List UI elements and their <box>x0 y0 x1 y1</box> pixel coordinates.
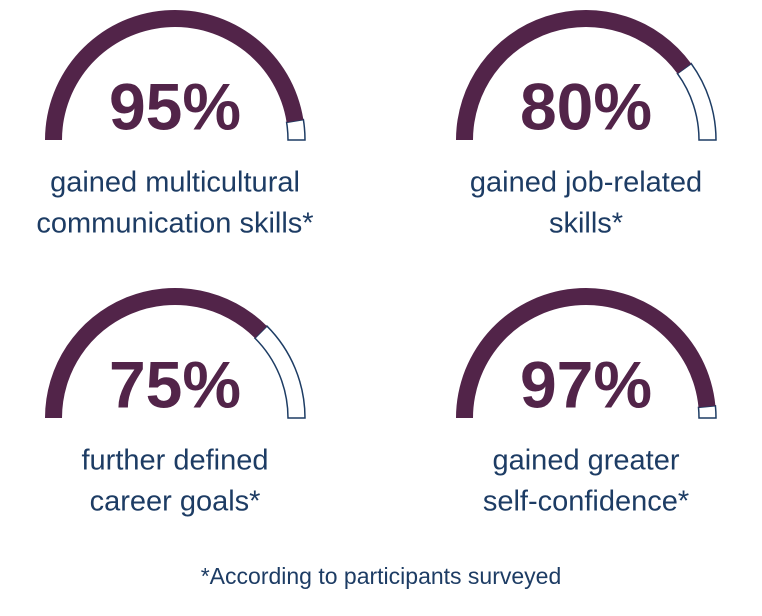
gauge-caption: self-confidence* <box>483 486 689 518</box>
gauge-value: 97% <box>520 347 652 421</box>
gauge-fill <box>456 10 692 141</box>
gauge-fill <box>45 10 304 140</box>
gauge-caption: gained multicultural <box>50 167 300 199</box>
gauge-caption: communication skills* <box>36 208 313 240</box>
gauge-caption: gained job-related <box>470 167 702 199</box>
gauge-track <box>676 62 717 141</box>
gauge-track <box>697 404 717 419</box>
gauge-caption: gained greater <box>492 445 679 477</box>
footnote: *According to participants surveyed <box>201 563 562 589</box>
gauge-fill <box>44 288 267 418</box>
gauge-track <box>253 325 306 419</box>
gauge-caption: further defined <box>81 445 268 477</box>
gauge-value: 75% <box>109 347 241 421</box>
gauge-value: 95% <box>109 69 241 143</box>
gauge-caption: skills* <box>549 208 623 240</box>
gauge-caption: career goals* <box>90 486 261 518</box>
gauge-fill <box>456 288 716 418</box>
gauge-track <box>285 118 306 141</box>
gauge-value: 80% <box>520 69 652 143</box>
